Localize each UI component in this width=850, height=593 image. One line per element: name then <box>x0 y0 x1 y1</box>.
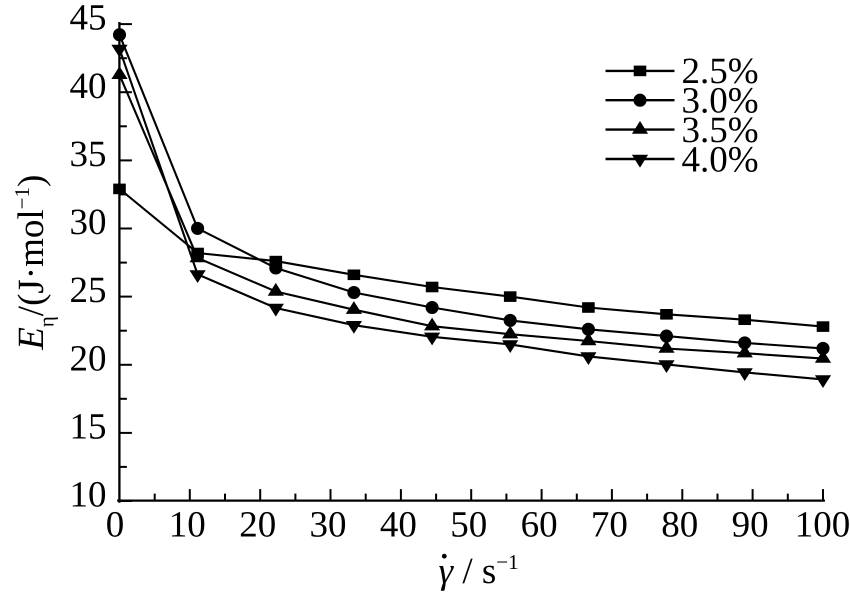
svg-text:100: 100 <box>795 504 850 545</box>
svg-text:35: 35 <box>70 134 107 175</box>
svg-text:10: 10 <box>169 504 206 545</box>
svg-text:40: 40 <box>70 66 107 107</box>
svg-text:45: 45 <box>70 0 107 39</box>
svg-text:3.5%: 3.5% <box>682 110 759 151</box>
svg-text:25: 25 <box>70 270 107 311</box>
svg-text:10: 10 <box>70 475 107 516</box>
svg-text:60: 60 <box>521 504 558 545</box>
svg-text:Eη/(J·mol−1): Eη/(J·mol−1) <box>10 175 59 351</box>
svg-text:20: 20 <box>239 504 276 545</box>
svg-text:80: 80 <box>661 504 698 545</box>
svg-text:40: 40 <box>380 504 417 545</box>
svg-text:30: 30 <box>310 504 347 545</box>
svg-text:3.0%: 3.0% <box>682 81 759 122</box>
svg-text:30: 30 <box>70 202 107 243</box>
svg-text:2.5%: 2.5% <box>682 51 759 92</box>
svg-text:γ / s−1: γ / s−1 <box>439 550 519 592</box>
svg-text:90: 90 <box>732 504 769 545</box>
svg-text:20: 20 <box>70 338 107 379</box>
svg-text:4.0%: 4.0% <box>682 139 759 180</box>
svg-text:70: 70 <box>591 504 628 545</box>
svg-text:15: 15 <box>70 407 107 448</box>
svg-text:50: 50 <box>450 504 487 545</box>
svg-text:0: 0 <box>106 504 125 545</box>
